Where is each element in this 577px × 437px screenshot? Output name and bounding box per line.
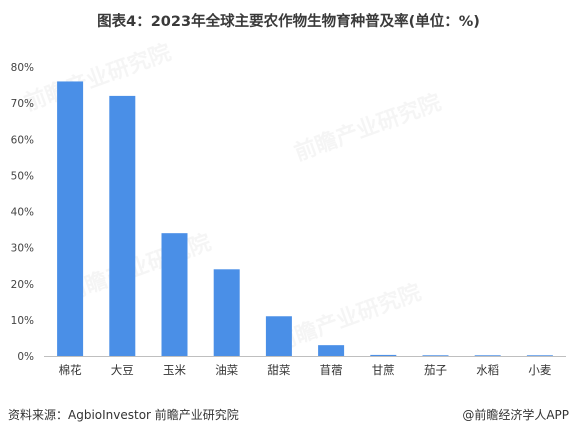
y-tick-label: 50% [11, 170, 34, 182]
bar [318, 345, 345, 356]
y-tick-label: 70% [11, 98, 34, 110]
x-tick-label: 甜菜 [267, 363, 290, 377]
x-tick-label: 水稻 [476, 363, 499, 377]
x-tick-label: 小麦 [528, 363, 551, 377]
chart-title: 图表4：2023年全球主要农作物生物育种普及率(单位：%) [97, 14, 480, 30]
bar [370, 354, 397, 356]
x-tick-label: 苜蓿 [320, 363, 343, 377]
x-axis: 棉花 大豆 玉米 油菜 甜菜 苜蓿 甘蔗 茄子 水稻 小麦 [59, 363, 552, 377]
bar [474, 355, 501, 357]
y-axis: 0% 10% 20% 30% 40% 50% 60% 70% 80% [11, 62, 34, 363]
x-tick-label: 大豆 [111, 363, 134, 377]
bar [213, 269, 240, 356]
bars [57, 81, 553, 357]
bar [57, 81, 84, 356]
x-tick-label: 茄子 [424, 363, 447, 377]
y-tick-label: 30% [11, 243, 34, 255]
y-tick-label: 80% [11, 62, 34, 74]
x-tick-label: 甘蔗 [372, 363, 395, 377]
y-tick-label: 10% [11, 315, 34, 327]
bar [265, 316, 292, 356]
bar [526, 355, 553, 357]
source-note: 资料来源：AgbioInvestor 前瞻产业研究院 [8, 408, 239, 422]
x-tick-label: 棉花 [59, 363, 82, 377]
y-tick-label: 0% [17, 351, 34, 363]
bar [161, 233, 188, 356]
bar [109, 95, 136, 357]
x-tick-label: 玉米 [163, 363, 186, 377]
y-tick-label: 40% [11, 207, 34, 219]
y-tick-label: 20% [11, 279, 34, 291]
y-tick-label: 60% [11, 134, 34, 146]
x-tick-label: 油菜 [215, 363, 238, 377]
brand-credit: @前瞻经济学人APP [462, 408, 569, 422]
bar [422, 355, 449, 357]
